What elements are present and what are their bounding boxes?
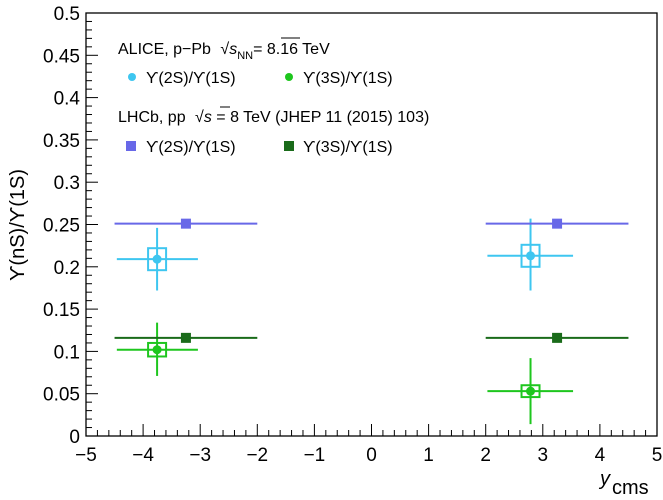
y-tick-label: 0.3 — [54, 173, 80, 194]
legend-marker-lhcb-2s — [126, 141, 136, 151]
legend-group1-sqrt-sign: √ — [220, 41, 229, 58]
y-tick-label: 0.35 — [43, 131, 80, 152]
data-point-alice-3s — [526, 386, 536, 396]
x-tick-label: 4 — [595, 445, 606, 466]
data-point-lhcb-3s — [552, 332, 563, 343]
legend-label-lhcb-2s: ϒ(2S)/ϒ(1S) — [146, 139, 236, 156]
data-point-lhcb-2s — [552, 218, 563, 229]
y-tick-label: 0.15 — [43, 300, 80, 321]
x-tick-label: −3 — [189, 445, 211, 466]
x-tick-label: 1 — [423, 445, 434, 466]
y-tick-label: 0.45 — [43, 46, 80, 67]
x-tick-label: −5 — [75, 445, 97, 466]
y-tick-label: 0.5 — [54, 4, 80, 25]
x-tick-label: −2 — [246, 445, 268, 466]
x-tick-label: 0 — [366, 445, 377, 466]
legend-group2-sqrt-s: s — [204, 109, 212, 126]
legend-group1-header: ALICE, p−Pb √sNN= 8.16 TeV — [118, 41, 330, 62]
y-tick-label: 0.25 — [43, 216, 80, 237]
y-tick-label: 0.05 — [43, 385, 80, 406]
legend-group2-header: LHCb, pp √s = 8 TeV (JHEP 11 (2015) 103) — [118, 109, 429, 126]
legend-label-alice-3s: ϒ(3S)/ϒ(1S) — [303, 70, 393, 87]
legend-marker-alice-3s — [285, 73, 293, 81]
x-tick-label: 5 — [652, 445, 663, 466]
x-tick-label: −1 — [304, 445, 326, 466]
data-point-lhcb-3s — [180, 332, 191, 343]
legend-marker-lhcb-3s — [284, 141, 294, 151]
axes: −5 −4 −3 −2 −1 0 1 2 3 4 5 0 0.05 0.1 0.15 0.2 0.25 0.3 0.… — [43, 4, 662, 466]
legend-group2-sqrt-sign: √ — [195, 109, 204, 126]
data-point-alice-3s — [152, 345, 162, 355]
y-tick-label: 0.1 — [54, 342, 80, 363]
legend-label-alice-2s: ϒ(2S)/ϒ(1S) — [146, 70, 236, 87]
x-tick-label: 2 — [480, 445, 491, 466]
syst-box-alice-3s — [520, 384, 541, 399]
legend-group1-sqrt-s: s — [229, 41, 237, 58]
syst-box-alice-2s — [147, 247, 168, 272]
data-marks — [114, 218, 629, 425]
x-axis-title-subscript: cms — [612, 477, 649, 499]
legend-group1-prefix: ALICE, p−Pb — [118, 41, 211, 58]
y-tick-label: 0.4 — [54, 89, 81, 110]
legend-group1-suffix: = 8.16 TeV — [253, 41, 330, 58]
y-axis-title: ϒ(nS)/ϒ(1S) — [7, 169, 29, 281]
legend: ALICE, p−Pb √sNN= 8.16 TeV ϒ(2S)/ϒ(1S) ϒ… — [118, 37, 429, 156]
data-point-alice-2s — [152, 254, 162, 264]
y-tick-label: 0.2 — [54, 258, 80, 279]
y-tick-label: 0 — [69, 427, 80, 448]
legend-label-lhcb-3s: ϒ(3S)/ϒ(1S) — [303, 139, 393, 156]
x-tick-label: −4 — [132, 445, 154, 466]
legend-group1-sqrt-sub: NN — [237, 50, 253, 62]
data-point-alice-2s — [526, 251, 536, 261]
legend-group2-suffix: = 8 TeV (JHEP 11 (2015) 103) — [216, 109, 429, 126]
syst-box-alice-3s — [147, 341, 168, 358]
x-tick-label: 3 — [538, 445, 549, 466]
legend-marker-alice-2s — [128, 73, 136, 81]
syst-box-alice-2s — [520, 243, 541, 268]
data-point-lhcb-2s — [180, 218, 191, 229]
legend-group2-prefix: LHCb, pp — [118, 109, 186, 126]
x-axis-title: y — [598, 468, 611, 490]
